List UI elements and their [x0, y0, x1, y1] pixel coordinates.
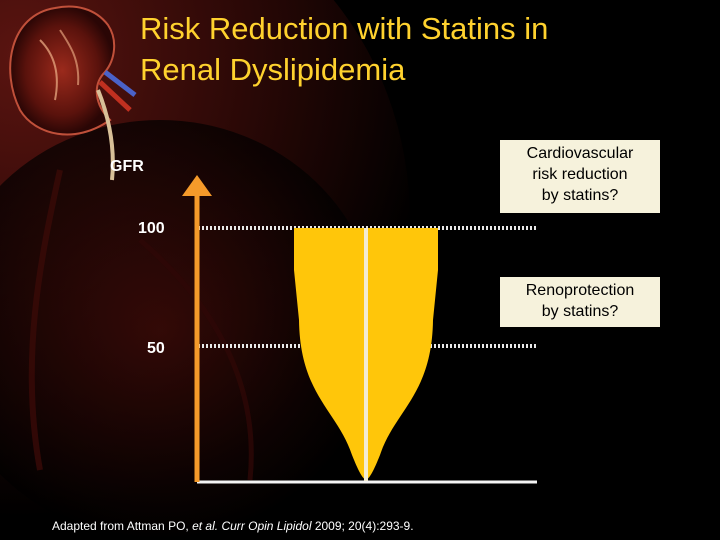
title-line-1: Risk Reduction with Statins in: [140, 11, 549, 46]
citation-journal: Curr Opin Lipidol: [221, 519, 312, 533]
slide-title: Risk Reduction with Statins in Renal Dys…: [140, 8, 700, 90]
axis-label-gfr: GFR: [110, 158, 144, 175]
citation: Adapted from Attman PO, et al. Curr Opin…: [52, 519, 414, 533]
axis-arrow-icon: [182, 175, 212, 196]
kidney-icon: [9, 5, 137, 181]
tick-label-100: 100: [138, 220, 165, 237]
callout-cardiovascular-line-1: Cardiovascular: [526, 145, 634, 162]
tick-label-50: 50: [147, 340, 165, 357]
callout-renoprotection: Renoprotection by statins?: [500, 277, 660, 327]
callout-cardiovascular-line-2: risk reduction: [532, 166, 628, 183]
citation-etal: et al.: [192, 519, 222, 533]
citation-details: 2009; 20(4):293-9.: [311, 519, 414, 533]
title-line-2: Renal Dyslipidemia: [140, 52, 406, 87]
callout-cardiovascular: Cardiovascular risk reduction by statins…: [500, 140, 660, 213]
callout-cardiovascular-line-3: by statins?: [541, 187, 619, 204]
citation-prefix: Adapted from Attman PO,: [52, 519, 193, 533]
callout-renoprotection-line-2: by statins?: [541, 303, 619, 320]
callout-renoprotection-line-1: Renoprotection: [525, 282, 635, 299]
